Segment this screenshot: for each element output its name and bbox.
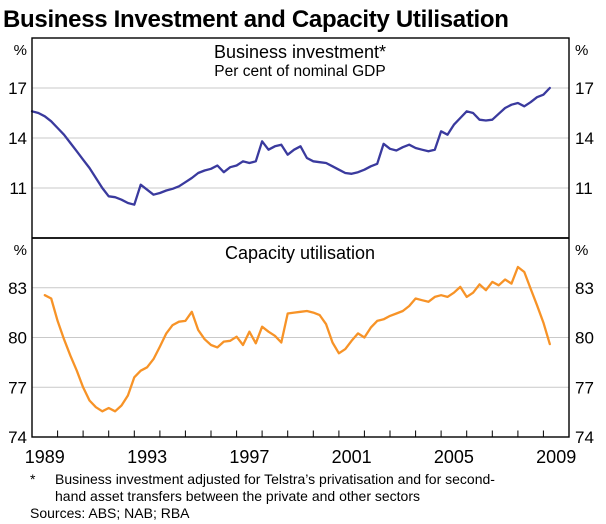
- ytick-left-74: 74: [8, 428, 27, 447]
- xlabel-1993: 1993: [127, 447, 167, 467]
- ytick-right-80: 80: [575, 329, 594, 348]
- unit-left-top: %: [14, 42, 27, 59]
- ytick-left-77: 77: [8, 378, 27, 397]
- ytick-right-83: 83: [575, 279, 594, 298]
- footnote-line-2: hand asset transfers between the private…: [55, 488, 420, 504]
- footnote-line-1: Business investment adjusted for Telstra…: [55, 471, 495, 487]
- xlabel-2009: 2009: [536, 447, 576, 467]
- xlabel-1989: 1989: [25, 447, 65, 467]
- bottom-panel-title: Capacity utilisation: [225, 243, 375, 263]
- ytick-left-83: 83: [8, 279, 27, 298]
- ytick-right-14: 14: [575, 129, 594, 148]
- top-panel-title: Business investment*: [214, 42, 386, 62]
- sources-line: Sources: ABS; NAB; RBA: [30, 505, 190, 521]
- ytick-left-80: 80: [8, 329, 27, 348]
- ytick-left-11: 11: [9, 179, 27, 198]
- plot-area: 17 17 14 14 11 11% % 83 83 80 80 77 77 74 74% % 1989 1993…: [8, 37, 594, 467]
- footnote-marker: *: [30, 471, 36, 487]
- unit-right-bottom: %: [575, 242, 588, 259]
- ytick-right-77: 77: [575, 378, 594, 397]
- unit-right-top: %: [575, 42, 588, 59]
- ytick-right-74: 74: [575, 428, 594, 447]
- top-panel-subtitle: Per cent of nominal GDP: [214, 63, 385, 80]
- ytick-left-14: 14: [8, 129, 27, 148]
- ytick-right-11: 11: [575, 179, 593, 198]
- xlabel-2005: 2005: [434, 447, 474, 467]
- ytick-left-17: 17: [8, 79, 27, 98]
- unit-left-bottom: %: [14, 242, 27, 259]
- business-investment-line: [30, 86, 551, 206]
- xlabel-1997: 1997: [229, 447, 269, 467]
- ytick-right-17: 17: [575, 79, 594, 98]
- xlabel-2001: 2001: [332, 447, 372, 467]
- chart-title: Business Investment and Capacity Utilisa…: [3, 6, 509, 33]
- capacity-utilisation-line: [43, 265, 551, 413]
